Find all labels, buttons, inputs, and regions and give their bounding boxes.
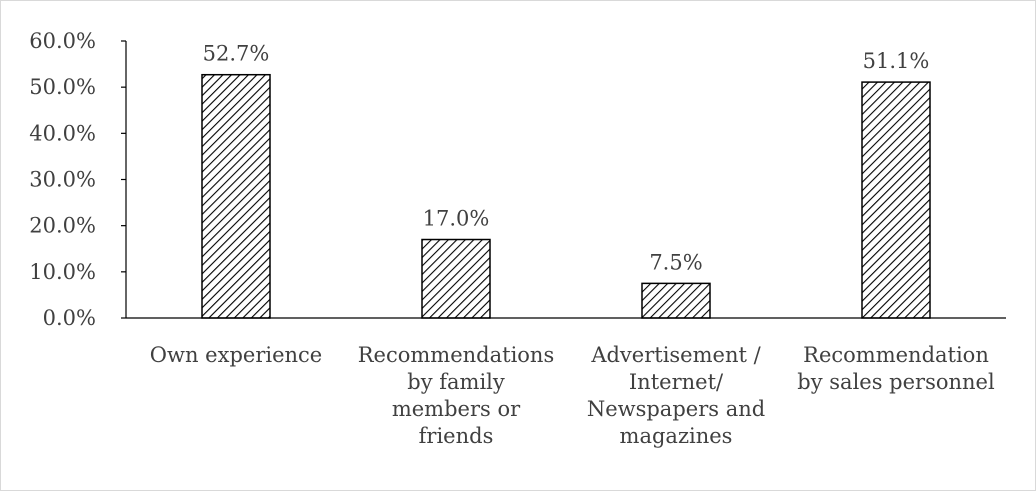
x-tick-label-line: Recommendations bbox=[358, 343, 555, 367]
y-tick-label: 40.0% bbox=[29, 121, 96, 145]
y-tick-label: 20.0% bbox=[29, 214, 96, 238]
y-tick-label: 50.0% bbox=[29, 75, 96, 99]
x-tick-label-line: by family bbox=[407, 370, 505, 394]
x-tick-label-line: members or bbox=[392, 397, 521, 421]
y-tick-label: 60.0% bbox=[29, 29, 96, 53]
x-tick-label: Advertisement / Internet/Newspapers and ma… bbox=[587, 343, 765, 448]
data-label: 7.5% bbox=[649, 250, 702, 274]
x-tick-label-line: friends bbox=[419, 424, 494, 448]
y-axis: 0.0% 10.0% 20.0% 30.0% 40.0% 50.0% 60.0% bbox=[29, 29, 127, 330]
y-tick-label: 10.0% bbox=[29, 260, 96, 284]
x-tick-label: Own experience bbox=[150, 343, 322, 367]
x-tick-label-line: Recommendation bbox=[803, 343, 989, 367]
bar bbox=[421, 238, 491, 319]
x-tick-label-line: by sales personnel bbox=[797, 370, 995, 394]
bars bbox=[201, 73, 931, 319]
x-tick-label-line: Newspapers and bbox=[587, 397, 765, 421]
bar bbox=[641, 282, 711, 319]
x-tick-label-line: Internet/ bbox=[629, 370, 724, 394]
data-label: 17.0% bbox=[423, 207, 490, 231]
y-tick-label: 30.0% bbox=[29, 168, 96, 192]
x-tick-label-line: magazines bbox=[620, 424, 733, 448]
data-label: 51.1% bbox=[863, 49, 930, 73]
x-tick-label-line: Own experience bbox=[150, 343, 322, 367]
category-labels: Own experience Recommendations by family me… bbox=[150, 343, 995, 448]
bar bbox=[201, 73, 271, 319]
x-tick-label: Recommendation by sales personnel bbox=[797, 343, 995, 394]
x-tick-label: Recommendations by family members or friend… bbox=[358, 343, 555, 448]
y-tick-label: 0.0% bbox=[43, 306, 96, 330]
x-tick-label-line: Advertisement / bbox=[590, 343, 761, 367]
data-label: 52.7% bbox=[203, 42, 270, 66]
data-labels: 52.7% 17.0% 7.5% 51.1% bbox=[203, 42, 930, 275]
bar bbox=[861, 81, 931, 319]
